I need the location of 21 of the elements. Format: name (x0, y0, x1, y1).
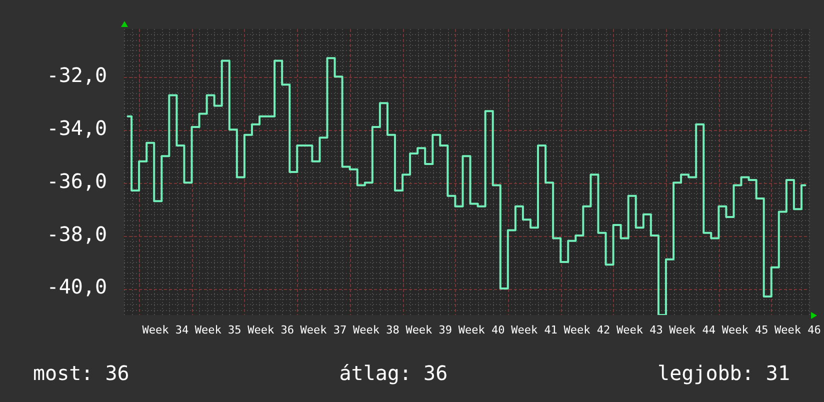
x-tick-label: Week 45 (722, 323, 768, 336)
y-tick-label: -36,0 (46, 168, 107, 193)
x-tick-label: Week 44 (669, 323, 716, 336)
x-tick-label: Week 39 (406, 323, 452, 336)
x-tick-label: Week 35 (194, 323, 242, 336)
x-tick-label: Week 36 (248, 323, 294, 336)
x-tick-label: Week 41 (511, 323, 558, 336)
x-tick-label: Week 40 (458, 323, 505, 336)
x-tick-label: Week 42 (564, 323, 610, 336)
text: most: 36 (33, 361, 130, 385)
y-tick-label: -38,0 (46, 222, 107, 246)
text: legjobb: 31 (658, 361, 790, 385)
text: átlag: 36 (339, 361, 448, 385)
y-tick-label: -32,0 (46, 62, 107, 87)
x-tick-label: Week 37 (300, 323, 347, 336)
x-tick-label: Week 34 (142, 323, 189, 336)
y-tick-label: -34,0 (46, 116, 107, 140)
x-tick-label: Week 43 (616, 323, 663, 336)
y-tick-label: -40,0 (46, 274, 107, 299)
x-tick-label: Week 46 (774, 323, 821, 336)
x-tick-label: Week 38 (352, 323, 400, 336)
